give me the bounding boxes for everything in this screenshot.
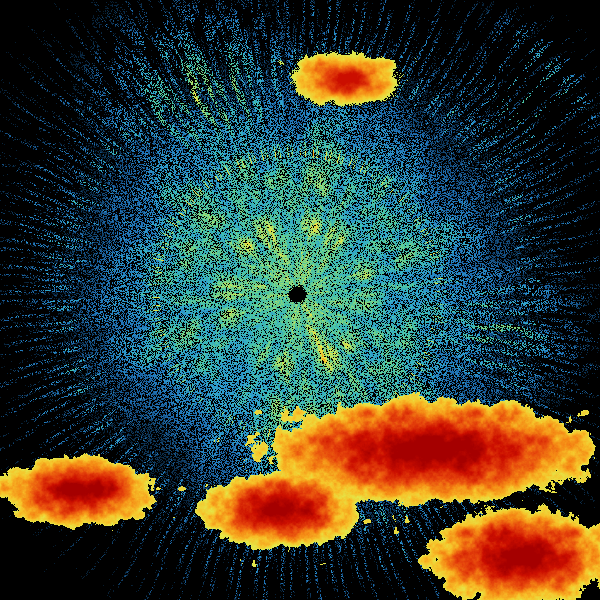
radar-display — [0, 0, 600, 600]
radar-reflectivity-canvas — [0, 0, 600, 600]
